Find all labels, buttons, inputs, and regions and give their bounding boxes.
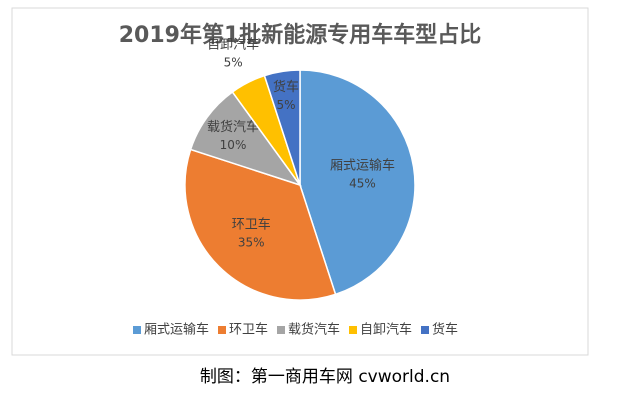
legend-swatch: [349, 326, 357, 334]
legend-label: 载货汽车: [288, 322, 340, 338]
slice-value: 10%: [220, 138, 247, 152]
legend-label: 厢式运输车: [144, 322, 209, 338]
legend-swatch: [277, 326, 285, 334]
source-note: 制图：第一商用车网 cvworld.cn: [200, 367, 450, 387]
slice-value: 35%: [238, 235, 265, 249]
pie-slice: [263, 69, 301, 186]
slice-label: 环卫车: [232, 216, 271, 232]
slice-value: 5%: [224, 55, 243, 69]
slice-label: 自卸汽车: [207, 36, 259, 52]
legend-label: 自卸汽车: [360, 322, 412, 338]
slice-value: 5%: [276, 98, 295, 112]
legend-label: 货车: [432, 322, 458, 338]
pie-slice: [189, 90, 302, 187]
slice-label: 厢式运输车: [330, 158, 395, 174]
pie-slice: [184, 148, 337, 301]
legend-swatch: [421, 326, 429, 334]
legend-swatch: [218, 326, 226, 334]
slice-label: 载货汽车: [207, 119, 259, 135]
legend-label: 环卫车: [229, 322, 268, 338]
chart-title: 2019年第1批新能源专用车车型占比: [119, 22, 482, 48]
pie-slice: [299, 69, 416, 296]
legend-swatch: [133, 326, 141, 334]
slice-value: 45%: [349, 177, 376, 191]
slice-label: 货车: [273, 79, 299, 95]
